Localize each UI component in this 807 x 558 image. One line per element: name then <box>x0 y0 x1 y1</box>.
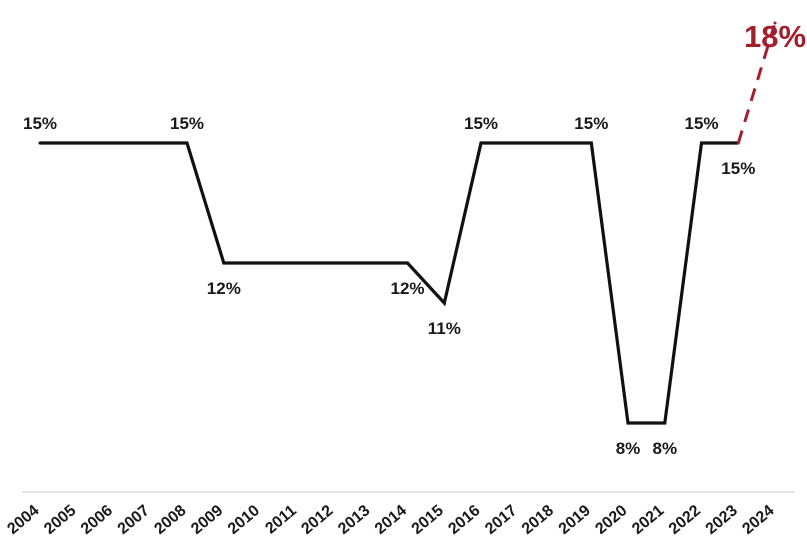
x-tick-label-2011: 2011 <box>262 502 300 537</box>
data-point-2019 <box>589 141 593 145</box>
data-point-2023-forecast <box>736 141 740 145</box>
series-line <box>40 141 739 425</box>
data-point-2009 <box>222 261 226 265</box>
data-point-2016 <box>479 141 483 145</box>
x-tick-label-2016: 2016 <box>445 502 483 538</box>
data-point-2021 <box>663 421 667 425</box>
x-tick-label-2022: 2022 <box>666 502 704 538</box>
data-labels: 15% 15% 12% 12% 11% 15% 15% 8% 8% 15% 15% 18% <box>23 19 806 458</box>
data-label-2016: 15% <box>464 114 498 133</box>
data-point-2024-forecast <box>773 21 777 25</box>
data-point-2007 <box>148 141 152 145</box>
x-tick-label-2019: 2019 <box>556 502 594 538</box>
data-label-2021: 8% <box>653 439 678 458</box>
data-label-2020: 8% <box>616 439 641 458</box>
data-point-2008 <box>185 141 189 145</box>
x-tick-label-2010: 2010 <box>225 502 263 538</box>
x-tick-label-2004: 2004 <box>4 502 42 538</box>
x-tick-label-2005: 2005 <box>41 502 79 538</box>
data-point-2022 <box>700 141 703 145</box>
data-label-2009: 12% <box>207 279 241 298</box>
x-tick-label-2008: 2008 <box>151 502 189 538</box>
x-tick-label-2013: 2013 <box>335 502 373 538</box>
x-tick-label-2023: 2023 <box>703 502 741 538</box>
data-label-2022: 15% <box>684 114 718 133</box>
data-point-2006 <box>112 141 115 145</box>
data-point-2018 <box>553 141 556 145</box>
x-tick-label-2024: 2024 <box>739 502 777 538</box>
data-point-2015 <box>442 301 446 305</box>
data-point-2017 <box>516 141 520 145</box>
data-label-2019: 15% <box>574 114 608 133</box>
data-label-2024: 18% <box>744 19 806 54</box>
data-point-2010 <box>259 261 262 265</box>
data-point-2005 <box>75 141 79 145</box>
data-point-2004 <box>38 141 42 145</box>
x-tick-label-2007: 2007 <box>115 502 153 538</box>
x-tick-label-2020: 2020 <box>592 502 630 538</box>
series-layer <box>38 21 777 425</box>
data-label-2015: 11% <box>428 319 461 338</box>
data-point-2014 <box>406 261 409 265</box>
x-tick-label-2021: 2021 <box>629 502 667 538</box>
data-point-2020 <box>626 421 630 425</box>
x-tick-label-2012: 2012 <box>298 502 336 538</box>
data-label-2014: 12% <box>390 279 424 298</box>
x-tick-label-2009: 2009 <box>188 502 226 538</box>
data-label-2008: 15% <box>170 114 204 133</box>
x-tick-label-2018: 2018 <box>519 502 557 538</box>
data-point-2011 <box>295 261 299 265</box>
x-tick-label-2014: 2014 <box>372 502 410 538</box>
data-label-2023: 15% <box>721 159 755 178</box>
data-label-2004: 15% <box>23 114 57 133</box>
x-tick-label-2006: 2006 <box>78 502 116 538</box>
data-point-2012 <box>332 261 336 265</box>
x-tick-label-2017: 2017 <box>482 502 520 538</box>
data-point-2013 <box>369 261 373 265</box>
x-tick-label-2015: 2015 <box>409 502 447 538</box>
